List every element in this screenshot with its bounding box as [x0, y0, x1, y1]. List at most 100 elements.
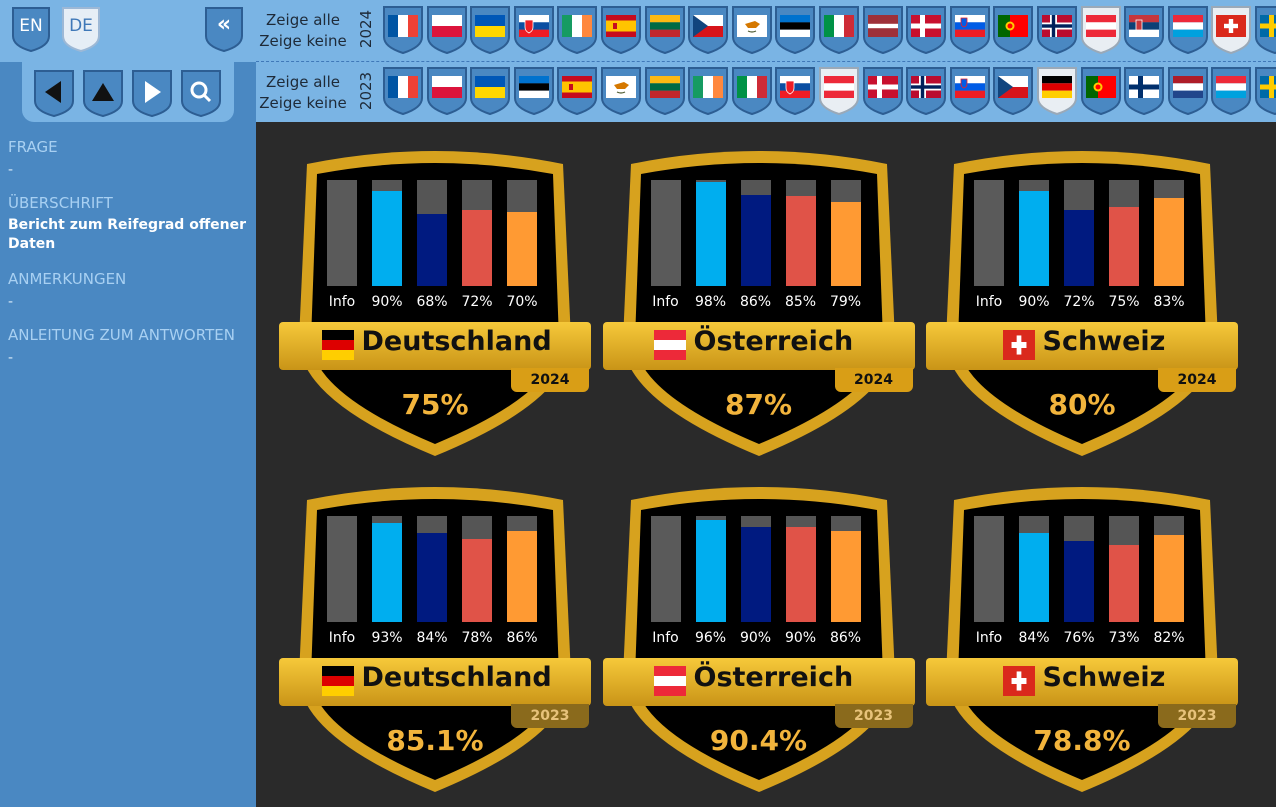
flag-button-se-2024[interactable]	[1254, 5, 1276, 55]
flag-button-ua-2023[interactable]	[469, 66, 511, 116]
overall-score: 90.4%	[709, 724, 808, 757]
flag-button-at-2024[interactable]	[1080, 5, 1122, 55]
country-name: Schweiz	[1042, 326, 1166, 357]
flag-button-dk-2024[interactable]	[905, 5, 947, 55]
score-badge-ch-2023[interactable]: Info 84% 76% 73% 82% Schweiz 2023 78.8%	[926, 486, 1238, 796]
bar-2	[740, 516, 771, 622]
flag-button-lt-2024[interactable]	[644, 5, 686, 55]
score-badge-de-2023[interactable]: Info 93% 84% 78% 86% Deutschland 2023 85.1%	[279, 486, 591, 796]
flag-button-rs-2024[interactable]	[1123, 5, 1165, 55]
flag-button-lu-2023[interactable]	[1210, 66, 1252, 116]
flag-button-fr-2023[interactable]	[382, 66, 424, 116]
flag-button-sk-2024[interactable]	[513, 5, 555, 55]
flag-button-cy-2024[interactable]	[731, 5, 773, 55]
flag-dk-icon	[867, 76, 898, 98]
country-name: Österreich	[693, 662, 854, 693]
bar-label-4: 86%	[829, 630, 862, 646]
flag-button-lu-2024[interactable]	[1167, 5, 1209, 55]
next-button[interactable]	[131, 69, 173, 117]
bar-label-3: 78%	[461, 630, 493, 646]
flag-button-ee-2023[interactable]	[513, 66, 555, 116]
score-badge-ch-2024[interactable]: Info 90% 72% 75% 83% Schweiz 2024 80%	[926, 150, 1238, 460]
flag-button-es-2023[interactable]	[556, 66, 598, 116]
flag-button-es-2024[interactable]	[600, 5, 642, 55]
bar-fill-4	[1154, 535, 1184, 622]
country-name: Schweiz	[1042, 662, 1166, 693]
flag-button-it-2024[interactable]	[818, 5, 860, 55]
flag-button-dk-2023[interactable]	[862, 66, 904, 116]
bar-fill-2	[740, 526, 771, 622]
flag-button-at-2023[interactable]	[818, 66, 860, 116]
anleitung-label: ANLEITUNG ZUM ANTWORTEN	[8, 326, 235, 344]
score-badge-de-2024[interactable]: Info 90% 68% 72% 70% Deutschland 2024 75%	[279, 150, 591, 460]
flag-button-cz-2023[interactable]	[992, 66, 1034, 116]
up-button[interactable]	[82, 69, 124, 117]
double-chevron-left-icon: «	[216, 12, 232, 37]
flag-button-fr-2024[interactable]	[382, 5, 424, 55]
country-ribbon: Österreich	[602, 658, 915, 706]
bar-fill-0	[974, 516, 1004, 622]
flag-button-pl-2024[interactable]	[426, 5, 468, 55]
flag-cz-icon	[998, 76, 1029, 98]
bar-label-1: 96%	[694, 630, 727, 646]
overall-score: 80%	[1048, 388, 1116, 421]
flag-button-sk-2023[interactable]	[774, 66, 816, 116]
flag-button-ua-2024[interactable]	[469, 5, 511, 55]
flag-button-cy-2023[interactable]	[600, 66, 642, 116]
collapse-sidebar-button[interactable]: «	[204, 6, 244, 52]
search-button[interactable]	[180, 69, 222, 117]
show-none-2024-link[interactable]: Zeige keine	[259, 32, 347, 50]
bar-0	[327, 180, 357, 286]
flag-button-fi-2023[interactable]	[1123, 66, 1165, 116]
flag-button-no-2023[interactable]	[905, 66, 947, 116]
bar-fill-0	[650, 516, 681, 622]
language-en-button[interactable]: EN	[11, 6, 51, 52]
show-all-2024-link[interactable]: Zeige alle	[266, 11, 340, 29]
flag-button-cz-2024[interactable]	[687, 5, 729, 55]
flag-button-pl-2023[interactable]	[426, 66, 468, 116]
flag-no-icon	[911, 76, 942, 98]
flag-button-lv-2024[interactable]	[862, 5, 904, 55]
flag-button-si-2024[interactable]	[949, 5, 991, 55]
previous-button[interactable]	[33, 69, 75, 117]
ueberschrift-label: ÜBERSCHRIFT	[8, 194, 113, 212]
bar-fill-3	[785, 195, 816, 286]
score-badge-at-2024[interactable]: Info 98% 86% 85% 79% Österreich 2024 87%	[602, 150, 915, 460]
flag-pl-icon	[431, 15, 462, 37]
bar-label-1: 90%	[371, 294, 403, 310]
bar-label-0: Info	[328, 294, 356, 310]
year-label-2024: 2024	[357, 9, 375, 49]
flag-button-it-2023[interactable]	[731, 66, 773, 116]
language-de-button[interactable]: DE	[61, 6, 101, 52]
ueberschrift-value: Bericht zum Reifegrad offener Daten	[8, 217, 247, 252]
flag-button-pt-2023[interactable]	[1080, 66, 1122, 116]
flag-de-icon	[321, 666, 354, 696]
show-all-2023-link[interactable]: Zeige alle	[266, 73, 340, 91]
bar-fill-2	[417, 532, 447, 622]
bar-fill-3	[462, 539, 492, 622]
bar-4	[1154, 516, 1184, 622]
flag-si-icon	[954, 76, 985, 98]
flag-button-ie-2024[interactable]	[556, 5, 598, 55]
bar-fill-4	[507, 211, 537, 286]
flag-button-nl-2023[interactable]	[1167, 66, 1209, 116]
bar-fill-4	[830, 202, 861, 286]
bar-2	[1064, 180, 1094, 286]
flag-cy-icon	[606, 76, 636, 98]
flag-button-pt-2024[interactable]	[992, 5, 1034, 55]
flag-se-icon	[1260, 15, 1276, 37]
bar-label-1: 93%	[371, 630, 403, 646]
flag-button-si-2023[interactable]	[949, 66, 991, 116]
score-badge-at-2023[interactable]: Info 96% 90% 90% 86% Österreich 2023 90.4%	[602, 486, 915, 796]
flag-button-ie-2023[interactable]	[687, 66, 729, 116]
flag-button-de-2023[interactable]	[1036, 66, 1078, 116]
flag-button-lt-2023[interactable]	[644, 66, 686, 116]
flag-button-ee-2024[interactable]	[774, 5, 816, 55]
bar-fill-3	[1109, 544, 1139, 622]
bar-label-3: 73%	[1108, 630, 1140, 646]
flag-button-no-2024[interactable]	[1036, 5, 1078, 55]
show-none-2023-link[interactable]: Zeige keine	[259, 94, 347, 112]
flag-button-se-2023[interactable]	[1254, 66, 1276, 116]
flag-button-ch-2024[interactable]	[1210, 5, 1252, 55]
bar-2	[417, 516, 447, 622]
